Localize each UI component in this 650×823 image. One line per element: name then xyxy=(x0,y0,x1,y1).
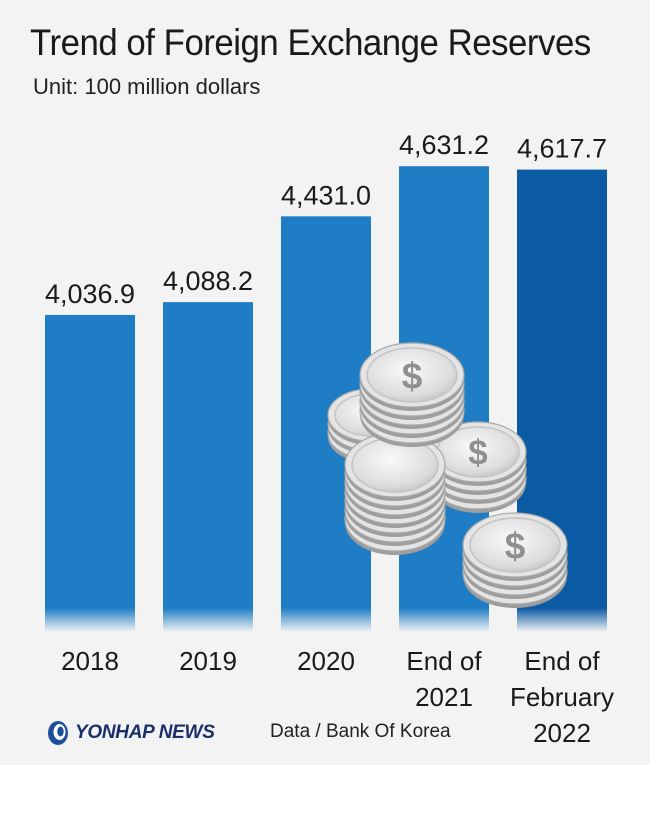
value-label-2: 4,088.2 xyxy=(163,266,253,296)
yonhap-news-logo: YONHAP NEWS xyxy=(45,718,215,748)
category-label-2: 2019 xyxy=(179,646,237,676)
bar-chart: $$$$ 4,036.920184,088.220194,431.020204,… xyxy=(45,130,614,748)
chart-title: Trend of Foreign Exchange Reserves xyxy=(30,22,591,63)
bar-fade-2 xyxy=(163,608,253,632)
category-label-1: 2018 xyxy=(61,646,119,676)
bar-fade-4 xyxy=(399,608,489,632)
bar-fade-3 xyxy=(281,608,371,632)
svg-text:$: $ xyxy=(505,525,526,566)
yonhap-logo-text: YONHAP NEWS xyxy=(75,722,215,743)
bar-2 xyxy=(163,302,253,632)
category-label-5: End of February 2022 xyxy=(510,646,614,748)
data-source: Data / Bank Of Korea xyxy=(270,721,451,742)
silver-dollar-coins-icon: $$$$ xyxy=(327,342,568,608)
category-label-3: 2020 xyxy=(297,646,355,676)
yonhap-logo-icon xyxy=(48,721,68,745)
value-label-1: 4,036.9 xyxy=(45,279,135,309)
svg-text:$: $ xyxy=(402,355,423,396)
svg-text:$: $ xyxy=(468,434,487,473)
value-label-5: 4,617.7 xyxy=(517,134,607,164)
value-label-4: 4,631.2 xyxy=(399,130,489,160)
bar-fade-5 xyxy=(517,608,607,632)
value-label-3: 4,431.0 xyxy=(281,180,371,210)
category-label-4: End of 2021 xyxy=(406,646,482,712)
bar-1 xyxy=(45,314,135,632)
bar-fade-1 xyxy=(45,608,135,632)
chart-unit: Unit: 100 million dollars xyxy=(33,74,261,99)
